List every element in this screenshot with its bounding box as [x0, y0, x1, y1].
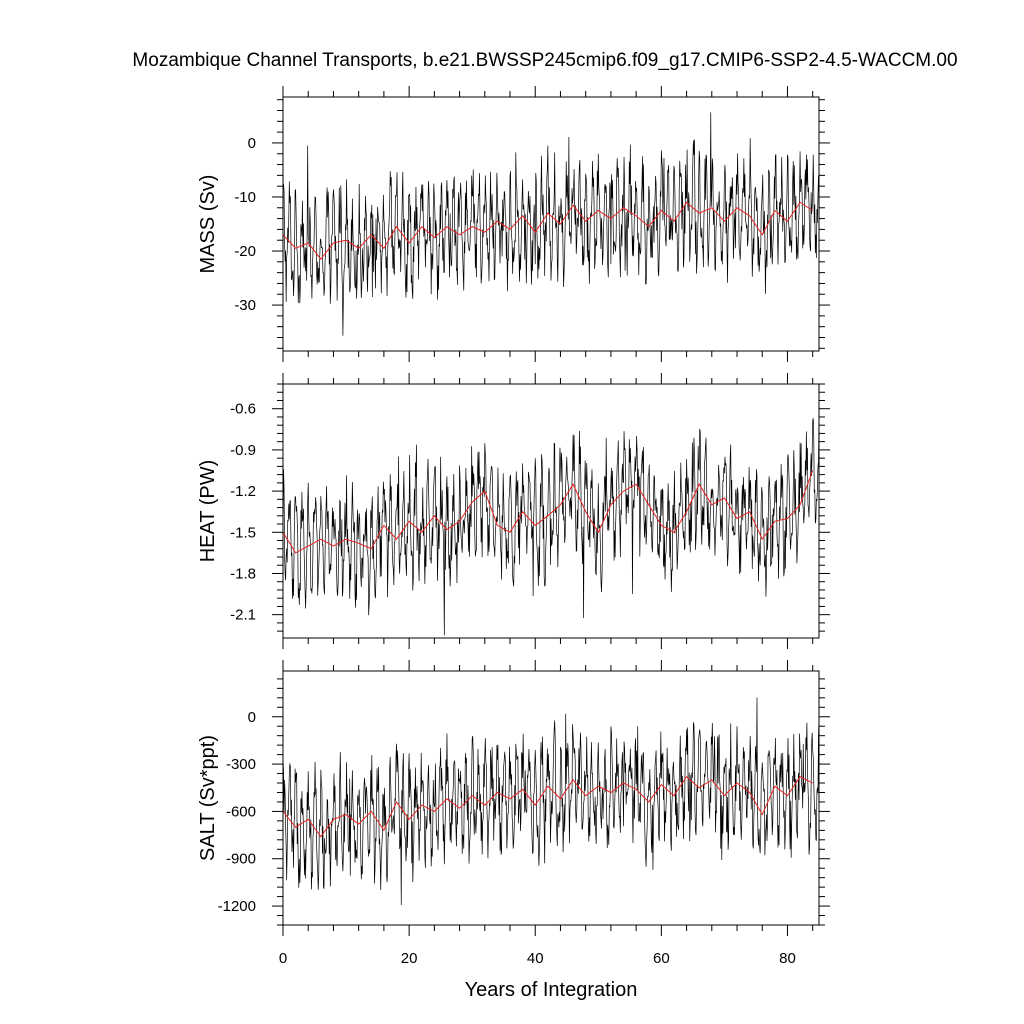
y-tick-label: -10 [234, 189, 256, 206]
x-axis-title: Years of Integration [465, 979, 638, 1001]
y-tick-label: -1200 [218, 898, 256, 915]
y-tick-label: -300 [226, 756, 256, 773]
y-axis-title: SALT (Sv*ppt) [197, 735, 219, 861]
x-tick-label: 20 [401, 950, 418, 967]
raw-monthly-line [282, 412, 820, 636]
x-tick-label: 60 [653, 950, 670, 967]
y-tick-label: -600 [226, 803, 256, 820]
plot-frame [282, 96, 820, 352]
x-tick-label: 80 [779, 950, 796, 967]
smoothed-line [282, 470, 814, 554]
y-axis-title: HEAT (PW) [197, 460, 219, 563]
y-tick-label: -900 [226, 851, 256, 868]
smoothed-line [282, 775, 813, 838]
y-tick-label: 0 [248, 709, 256, 726]
plot-frame [282, 670, 820, 926]
panel: 0 -300 -600 -900 -1200 SALT (Sv*ppt) [197, 660, 830, 936]
y-tick-label: -30 [234, 297, 256, 314]
panel: 0 -10 -20 -30 MASS (Sv) [197, 86, 830, 362]
y-tick-label: -1.2 [230, 483, 256, 500]
x-tick-label: 40 [527, 950, 544, 967]
panel: -0.6 -0.9 -1.2 -1.5 -1.8 -2.1 HEAT (PW) [197, 373, 830, 649]
y-tick-label: -0.6 [230, 401, 256, 418]
x-axis: 0 20 40 60 80 [279, 950, 796, 967]
smoothed-line [282, 201, 813, 260]
y-tick-label: -1.5 [230, 524, 256, 541]
raw-monthly-line [282, 112, 820, 336]
y-axis-title: MASS (Sv) [197, 175, 219, 274]
y-tick-label: -20 [234, 243, 256, 260]
y-tick-label: -0.9 [230, 442, 256, 459]
x-tick-label: 0 [279, 950, 287, 967]
y-tick-label: -2.1 [230, 607, 256, 624]
raw-monthly-line [282, 697, 820, 906]
y-tick-label: -1.8 [230, 565, 256, 582]
y-tick-label: 0 [248, 135, 256, 152]
plot-frame [282, 383, 820, 639]
chart-title: Mozambique Channel Transports, b.e21.BWS… [132, 50, 957, 71]
